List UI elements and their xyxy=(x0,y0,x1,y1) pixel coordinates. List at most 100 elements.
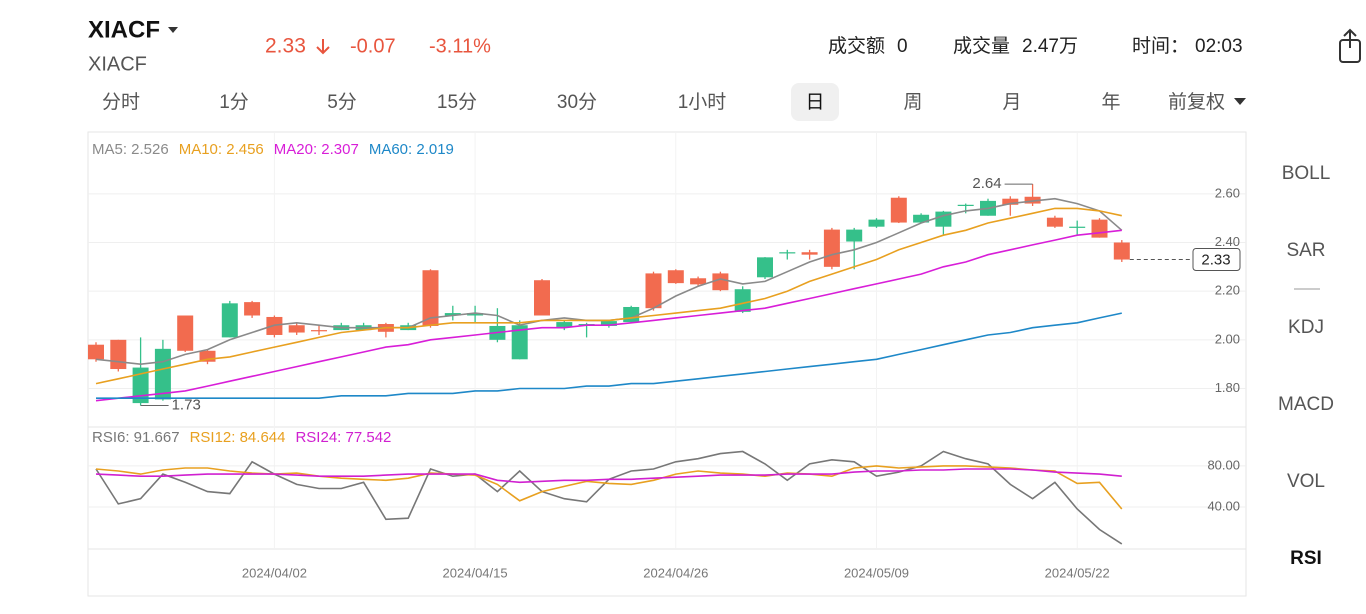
candle-body xyxy=(1002,198,1019,205)
candle-body xyxy=(556,322,573,327)
volume: 2.47万 xyxy=(1022,36,1078,57)
candle-body xyxy=(779,252,796,254)
candle-body xyxy=(712,273,729,291)
annotation-label: 1.73 xyxy=(172,397,201,414)
candle-body xyxy=(868,219,885,227)
legend-entry: MA5: 2.526 xyxy=(92,141,169,158)
candle-body xyxy=(467,313,484,316)
tab[interactable]: 日 xyxy=(805,92,824,113)
candle-body xyxy=(132,367,149,404)
tab[interactable]: 30分 xyxy=(557,91,597,113)
turnover-label: 成交额 xyxy=(828,35,885,57)
y-tick-label: 2.20 xyxy=(1215,283,1240,298)
candle-body xyxy=(846,229,863,242)
indicator-tab[interactable]: VOL xyxy=(1287,471,1325,492)
indicator-tab[interactable]: MACD xyxy=(1278,394,1334,415)
candle-body xyxy=(511,325,528,360)
candle-body xyxy=(757,257,773,278)
candle-body xyxy=(1069,226,1086,228)
turnover: 0 xyxy=(897,36,908,57)
candle-body xyxy=(600,321,617,326)
candle-body xyxy=(1113,242,1130,260)
candle-body xyxy=(913,214,930,223)
y-tick-label: 2.00 xyxy=(1215,331,1240,346)
legend-entry: RSI12: 84.644 xyxy=(190,429,286,446)
tab[interactable]: 1分 xyxy=(219,91,249,113)
legend-entry: MA60: 2.019 xyxy=(369,141,454,158)
time: 02:03 xyxy=(1195,36,1243,57)
candle-body xyxy=(645,273,662,309)
price: 2.33 xyxy=(265,35,306,58)
candle-body xyxy=(623,306,640,323)
tab[interactable]: 15分 xyxy=(437,91,477,113)
tab[interactable]: 1小时 xyxy=(678,91,727,113)
down-arrow xyxy=(316,39,330,55)
candle-body xyxy=(154,348,171,400)
x-tick-label: 2024/04/15 xyxy=(443,565,508,580)
candle-body xyxy=(199,350,216,362)
candle-body xyxy=(1091,219,1108,238)
indicator-tab[interactable]: SAR xyxy=(1286,240,1325,261)
candle-body xyxy=(288,325,305,333)
tab[interactable]: 月 xyxy=(1002,92,1021,113)
indicator-tab[interactable]: KDJ xyxy=(1288,317,1324,338)
dropdown-icon[interactable] xyxy=(1234,98,1246,105)
x-tick-label: 2024/04/02 xyxy=(242,565,307,580)
y-tick-label: 2.40 xyxy=(1215,234,1240,249)
y-tick-label: 2.60 xyxy=(1215,185,1240,200)
plot: 1.80 2.00 2.20 2.40 2.60 2024/04/02 2024/04/15… xyxy=(88,133,1246,580)
chart-frame xyxy=(87,131,1247,597)
x-tick-label: 2024/04/26 xyxy=(643,565,708,580)
line xyxy=(95,229,1122,402)
candle-body xyxy=(801,252,818,255)
tab-highlight xyxy=(791,83,839,121)
last-price-box xyxy=(1192,248,1241,272)
tab[interactable]: 年 xyxy=(1101,91,1120,113)
time-label: 时间： xyxy=(1132,35,1189,57)
y-tick-label: 1.80 xyxy=(1215,380,1240,395)
candle-body xyxy=(1046,217,1063,227)
tab[interactable]: 分时 xyxy=(102,91,140,113)
tab-bar: 分时 1分 5分 15分 30分 1小时 日 周 月 年 xyxy=(102,83,1121,121)
line xyxy=(95,468,1122,484)
candle-body xyxy=(667,270,684,284)
last-price-label: 2.33 xyxy=(1201,252,1230,269)
candle-body xyxy=(690,278,707,285)
dropdown-icon[interactable] xyxy=(168,27,178,33)
legend-entry: MA10: 2.456 xyxy=(179,141,264,158)
subtitle: XIACF xyxy=(88,53,147,75)
symbol[interactable]: XIACF xyxy=(88,16,160,43)
candle-body xyxy=(88,344,104,360)
volume-label: 成交量 xyxy=(953,35,1010,57)
candle-body xyxy=(823,229,840,267)
adjust-selector[interactable]: 前复权 xyxy=(1168,91,1225,113)
share-icon-arrow[interactable] xyxy=(1343,28,1357,48)
x-tick-label: 2024/05/09 xyxy=(844,565,909,580)
candle-body xyxy=(444,313,461,316)
share-icon[interactable] xyxy=(1339,28,1361,63)
tab[interactable]: 周 xyxy=(903,92,922,113)
candle-body xyxy=(534,280,550,316)
indicator-tab[interactable]: BOLL xyxy=(1282,163,1331,184)
candle-body xyxy=(244,302,261,316)
line xyxy=(96,312,1122,399)
y-tick-label: 40.00 xyxy=(1207,498,1240,513)
candle-body xyxy=(422,270,439,326)
legend-entry: RSI6: 91.667 xyxy=(92,429,180,446)
legend-entry: MA20: 2.307 xyxy=(274,141,359,158)
candle-body xyxy=(734,289,751,312)
candle-body xyxy=(110,339,127,370)
candle-body xyxy=(1024,196,1041,204)
indicator-tab[interactable]: RSI xyxy=(1290,548,1322,569)
change: -0.07 xyxy=(350,35,396,57)
candle-body xyxy=(957,204,974,206)
candle-body xyxy=(221,303,238,338)
candle-body xyxy=(311,330,327,332)
tab[interactable]: 5分 xyxy=(327,91,357,113)
candle-body xyxy=(890,197,907,223)
y-tick-label: 80.00 xyxy=(1207,457,1240,472)
candle-body xyxy=(177,315,194,351)
line xyxy=(95,207,1122,385)
change-pct: -3.11% xyxy=(429,35,491,57)
